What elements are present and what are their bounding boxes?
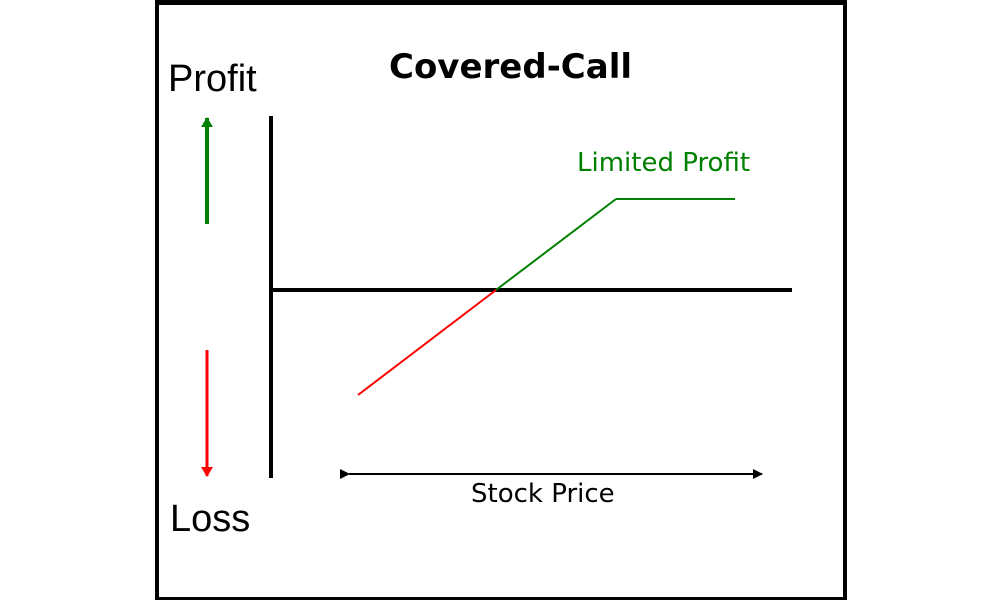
diagram-title: Covered-Call xyxy=(389,47,633,87)
stock-price-label: Stock Price xyxy=(471,479,615,509)
payoff-profit-rising-segment xyxy=(495,198,617,291)
limited-profit-annotation: Limited Profit xyxy=(577,148,751,178)
loss-label: Loss xyxy=(170,498,251,540)
payoff-loss-segment xyxy=(357,289,497,396)
profit-label: Profit xyxy=(168,58,257,100)
